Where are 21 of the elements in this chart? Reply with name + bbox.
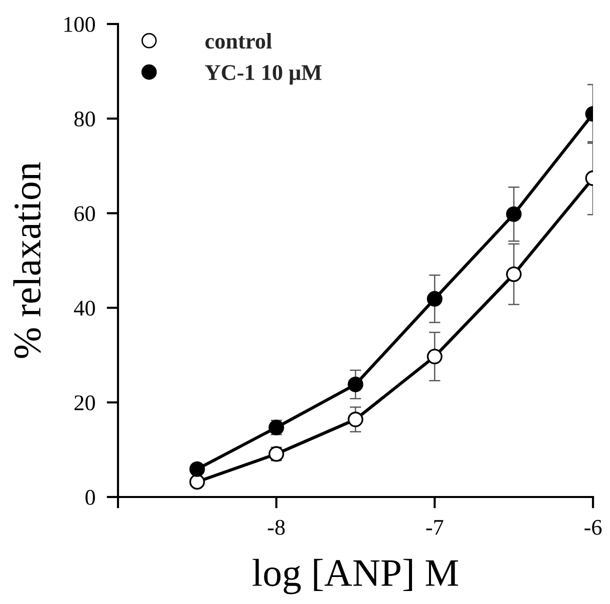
point [506,206,522,222]
y-tick-label: 20 [74,395,95,410]
y-tick-label: 80 [74,112,95,127]
point [426,348,442,364]
x-axis-title: log [ANP] M [252,558,458,594]
point [189,474,205,490]
point [348,412,364,428]
x-tick-label: -7 [426,520,444,535]
x-tick-label: -6 [584,520,602,535]
point [189,461,205,477]
point [506,266,522,282]
legend-label: control [205,33,272,49]
legend-label: YC-1 10 μM [205,65,322,85]
y-axis-title: % relaxation [13,162,41,358]
y-tick-label: 40 [74,300,95,316]
point [348,376,364,392]
y-tick-label: 0 [86,490,95,505]
point [426,291,442,307]
y-tick-label: 60 [74,206,95,222]
x-tick-label: -8 [268,520,285,535]
y-tick-label: 100 [64,16,95,32]
